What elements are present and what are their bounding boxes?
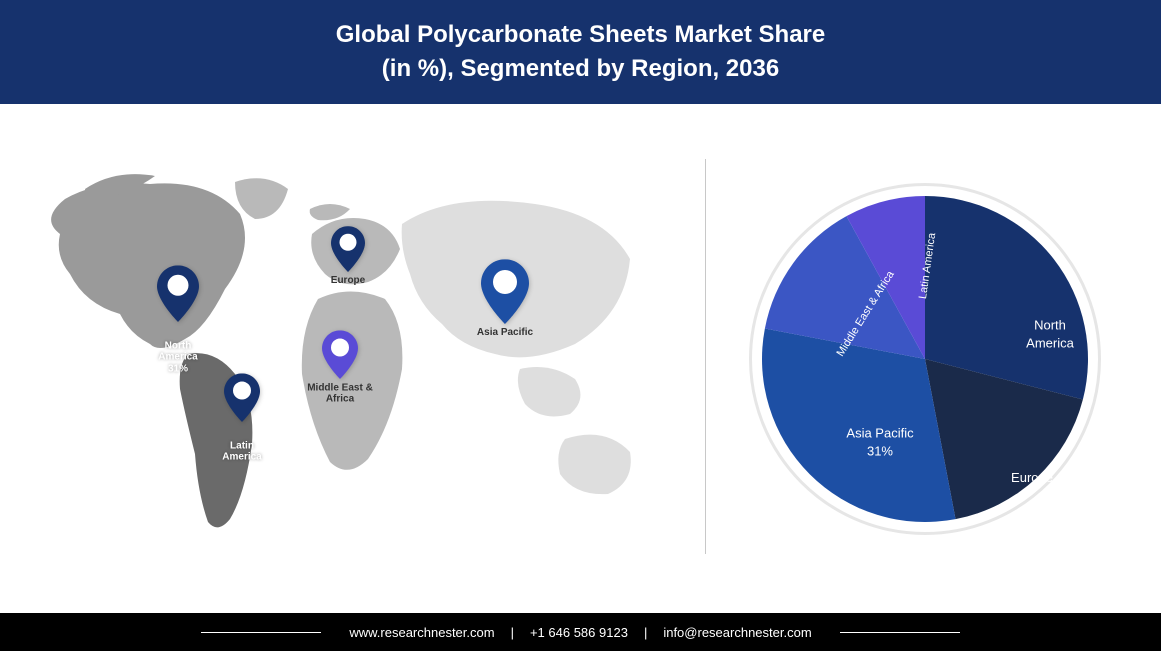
header-title-line2: (in %), Segmented by Region, 2036	[382, 52, 779, 86]
map-pin-asia-pacific: Asia Pacific	[481, 259, 529, 324]
map-pin-north-america: NorthAmerica31%	[157, 265, 199, 322]
map-pin-label-latin-america: LatinAmerica	[222, 440, 261, 463]
map-pin-latin-america: LatinAmerica	[224, 373, 260, 422]
footer-sep1: |	[511, 625, 514, 640]
footer-sep2: |	[644, 625, 647, 640]
pin-icon	[157, 265, 199, 322]
footer-website: www.researchnester.com	[349, 625, 494, 640]
map-pin-label-asia-pacific: Asia Pacific	[477, 327, 533, 339]
footer-phone: +1 646 586 9123	[530, 625, 628, 640]
header-title-line1: Global Polycarbonate Sheets Market Share	[336, 18, 826, 52]
map-pin-middle-east-africa: Middle East &Africa	[322, 330, 358, 379]
footer-email: info@researchnester.com	[663, 625, 811, 640]
pin-icon	[224, 373, 260, 422]
pin-icon	[481, 259, 529, 324]
map-pin-label-middle-east-africa: Middle East &Africa	[307, 382, 373, 405]
pie-svg	[762, 196, 1088, 522]
footer-decor-right	[840, 632, 960, 633]
footer-bar: www.researchnester.com | +1 646 586 9123…	[0, 613, 1161, 651]
vertical-divider	[705, 159, 706, 554]
map-pin-label-north-america: NorthAmerica31%	[158, 340, 197, 375]
content-area: NorthAmerica31% Europe Asia Pacific Midd…	[0, 104, 1161, 604]
world-map: NorthAmerica31% Europe Asia Pacific Midd…	[30, 164, 660, 544]
pin-icon	[322, 330, 358, 379]
map-pin-europe: Europe	[331, 226, 365, 272]
header-banner: Global Polycarbonate Sheets Market Share…	[0, 0, 1161, 104]
footer-decor-left	[201, 632, 321, 633]
pin-icon	[331, 226, 365, 272]
pie-chart: North AmericaEuropeAsia Pacific31%Middle…	[740, 174, 1110, 544]
map-pin-label-europe: Europe	[331, 275, 365, 287]
